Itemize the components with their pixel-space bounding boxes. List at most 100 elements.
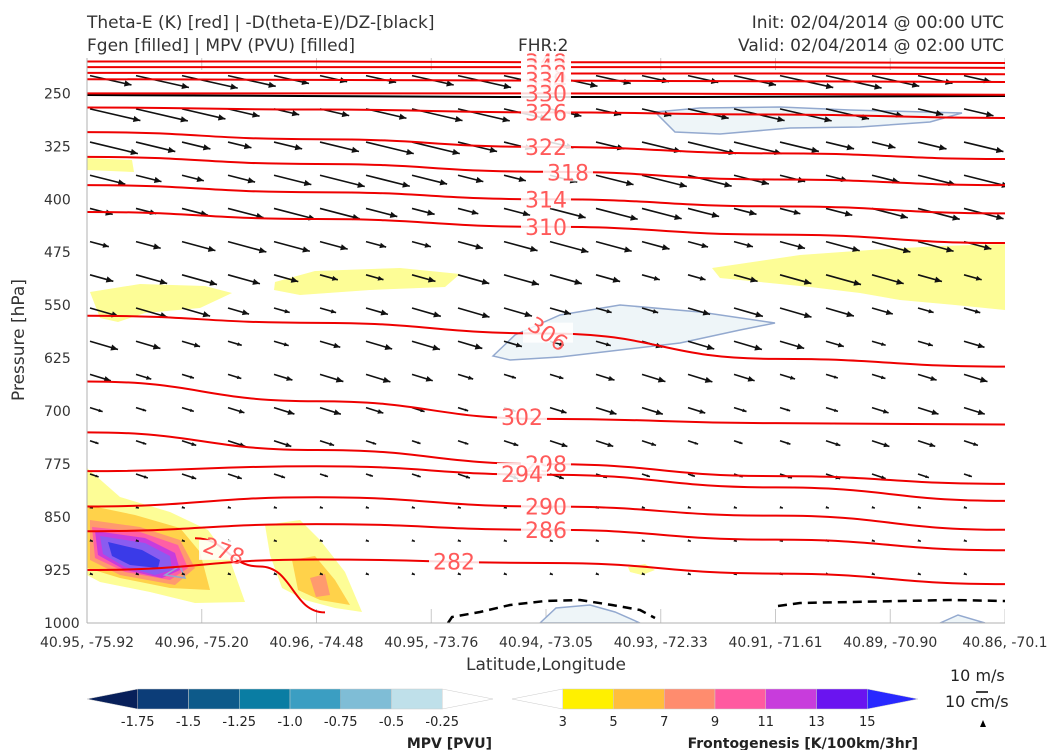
wind-vector-head [1027,377,1035,383]
fgen-colorbar-swatch [562,688,614,710]
wind-vector-head [202,144,211,151]
wind-vector-head [946,246,954,253]
mpv-colorbar-swatch [289,688,341,710]
wind-vector-head [641,539,645,542]
wind-vector [1010,242,1030,247]
wind-vector-head [331,275,338,281]
mpv-colorbar-swatch [239,688,291,710]
wind-vector-head [402,181,410,188]
wind-vector-head [896,278,904,285]
wind-vector-head [511,375,516,379]
wind-vector-head [330,309,337,314]
wind-vector [825,108,870,120]
wind-vector-head [938,144,947,151]
wind-vector-head [294,144,303,151]
wind-vector-head [146,375,152,380]
wind-vector-head [123,80,132,87]
wind-vector-head [1033,78,1041,84]
wind-vector-head [142,408,147,412]
wind-vector-head [243,143,252,150]
mpv-fill [491,304,776,361]
wind-vector-head [852,245,860,252]
wind-vector [641,174,688,188]
wind-vector-head [273,572,277,575]
wind-vector-head [457,539,461,542]
wind-vector-head [885,309,893,316]
wind-vector-head [934,276,942,283]
contour-label-bg [521,135,571,156]
wind-vector-head [417,474,421,478]
wind-vector-head [983,244,992,251]
wind-vector-head [319,505,323,509]
wind-vector-head [290,276,299,283]
contour-label-bg [523,322,573,343]
dthetae-dz-contour [777,598,1005,608]
wind-vector-head [351,146,359,153]
wind-vector-head [641,572,645,575]
wind-vector-head [273,505,277,509]
wind-vector-head [132,115,141,123]
y-tick-label: 475 [44,245,71,261]
wind-vector [181,108,226,120]
wind-vector-head [883,442,890,448]
wind-vector-head [372,441,377,445]
theta-e-contour-label: 294 [501,463,543,488]
wind-vector-head [135,539,139,542]
contour-label-bg [429,550,479,571]
wind-vector-head [98,408,103,413]
wind-vector-head [167,146,176,153]
fgen-colorbar-tick-label: 9 [711,715,719,730]
theta-e-contour-label: 310 [525,216,567,241]
wind-vector-head [333,409,341,416]
wind-vector-head [641,505,645,509]
wind-vector-head [467,375,474,380]
wind-vector-head [252,111,260,118]
wind-vector-head [1022,276,1028,281]
wind-vector-head [1033,212,1041,218]
wind-vector-head [609,409,617,415]
wind-vector-head [742,408,747,413]
wind-vector-head [464,408,469,412]
contour-label-bg [521,188,571,209]
wind-vector-head [227,572,231,575]
wind-vector-head [880,475,886,480]
wind-vector [1010,109,1050,119]
wind-vector-head [522,210,531,217]
wind-vector-head [531,279,539,286]
mpv-fill [939,614,986,623]
wind-vector-head [963,505,967,509]
y-tick-label: 700 [44,404,71,420]
wind-vector-head [607,442,614,448]
wind-vector-head [880,375,886,380]
wind-vector-head [803,312,812,319]
wind-reference-label-2: 10 cm/s [945,692,1009,711]
wind-vector [1010,208,1041,216]
fgen-colorbar-swatch [664,688,716,710]
wind-vector-head [871,505,875,509]
wind-vector-head [789,375,796,380]
wind-vector-head [811,146,819,153]
wind-vector-head [247,177,256,184]
wind-vector-head [238,409,245,414]
wind-vector-head [975,275,982,281]
wind-vector-head [273,539,277,542]
wind-vector-head [931,409,939,415]
wind-vector-head [302,246,310,253]
wind-vector-head [105,276,114,283]
wind-vector-head [411,539,415,542]
wind-vector-head [411,572,415,575]
wind-vector [1010,574,1013,575]
wind-vector-head [1029,344,1037,350]
wind-vector-head [411,505,415,509]
wind-vector-head [925,475,929,479]
wind-vector [1010,507,1013,508]
wind-vector-head [1021,409,1027,414]
chart-title-line2: Fgen [filled] | MPV (PVU) [filled] [87,36,356,56]
wind-vector-head [746,242,753,248]
wind-vector-head [1010,506,1013,509]
wind-vector-head [159,278,168,285]
wind-vector-head [853,279,862,286]
wind-vector-head [446,80,454,87]
wind-vector-head [457,572,461,575]
